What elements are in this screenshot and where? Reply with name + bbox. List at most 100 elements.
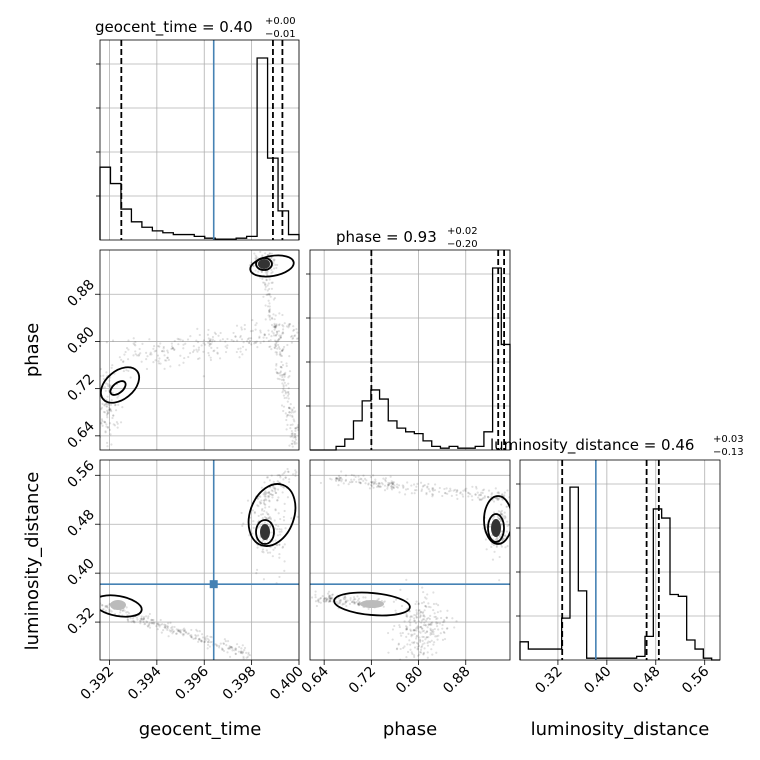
- sample-point: [286, 467, 289, 471]
- sample-point: [423, 621, 426, 624]
- sample-point: [131, 617, 135, 620]
- title-geocent-time-main: geocent_time = 0.40: [95, 18, 253, 37]
- sample-point: [206, 647, 209, 650]
- sample-point: [223, 638, 226, 641]
- sample-point: [273, 546, 277, 549]
- sample-point: [414, 614, 418, 617]
- sample-point: [200, 344, 203, 347]
- sample-point: [291, 336, 295, 339]
- sample-point: [102, 374, 105, 377]
- scatter-cloud: [100, 467, 299, 660]
- sample-point: [425, 636, 429, 639]
- sample-point: [270, 272, 273, 275]
- sample-point: [272, 486, 275, 489]
- hist-geocent-time-panel: [99, 39, 300, 241]
- sample-point: [282, 325, 285, 328]
- sample-point: [273, 339, 277, 342]
- sample-point: [262, 340, 265, 343]
- sample-point: [353, 602, 356, 605]
- sample-point: [226, 337, 229, 341]
- sample-point: [282, 478, 285, 481]
- sample-point: [290, 411, 293, 414]
- sample-point: [109, 408, 112, 411]
- sample-point: [358, 600, 361, 603]
- sample-point: [140, 618, 143, 621]
- sample-point: [178, 630, 181, 633]
- sample-point: [466, 491, 470, 494]
- sample-point: [104, 431, 107, 434]
- sample-point: [216, 351, 219, 354]
- sample-point: [107, 389, 110, 392]
- sample-point: [326, 592, 330, 595]
- sample-point: [259, 331, 262, 334]
- sample-point: [220, 647, 224, 650]
- sample-point: [171, 347, 174, 350]
- sample-point: [264, 283, 267, 286]
- sample-point: [267, 333, 271, 336]
- sample-point: [259, 495, 262, 498]
- sample-point: [409, 629, 412, 632]
- sample-point: [275, 331, 279, 334]
- sample-point: [334, 478, 337, 481]
- sample-point: [278, 353, 281, 356]
- sample-point: [339, 478, 342, 482]
- sample-point: [273, 325, 276, 329]
- sample-point: [288, 444, 291, 447]
- sample-point: [339, 599, 342, 602]
- sample-point: [481, 497, 485, 500]
- sample-point: [427, 488, 430, 491]
- ylabel-luminosity-distance: luminosity_distance: [22, 472, 43, 651]
- sample-point: [405, 627, 408, 630]
- sample-point: [496, 537, 499, 540]
- x-tick-label-phase: 0.80: [393, 664, 426, 697]
- sample-point: [294, 427, 297, 430]
- sample-point: [279, 370, 282, 373]
- sample-point: [138, 619, 142, 622]
- sample-point: [282, 394, 286, 397]
- sample-point: [292, 436, 295, 439]
- sample-point: [281, 485, 284, 488]
- sample-point: [290, 442, 293, 445]
- sample-point: [291, 473, 295, 476]
- sample-point: [456, 497, 459, 501]
- sample-point: [144, 622, 147, 625]
- sample-point: [391, 482, 394, 485]
- sample-point: [410, 633, 413, 636]
- sample-point: [140, 360, 143, 363]
- sample-point: [281, 348, 284, 352]
- sample-point: [501, 493, 504, 496]
- sample-point: [367, 483, 370, 486]
- sample-point: [265, 273, 268, 276]
- sample-point: [392, 600, 396, 603]
- sample-point: [286, 423, 289, 426]
- sample-point: [421, 627, 424, 630]
- sample-point: [284, 371, 287, 374]
- sample-point: [431, 488, 434, 491]
- sample-point: [179, 338, 182, 341]
- sample-point: [446, 609, 449, 612]
- sample-point: [270, 489, 273, 492]
- sample-point: [285, 396, 288, 399]
- sample-point: [288, 374, 291, 378]
- sample-point: [281, 391, 284, 394]
- sample-point: [297, 428, 299, 432]
- sample-point: [211, 340, 214, 343]
- sample-point: [500, 509, 504, 513]
- sample-point: [104, 604, 107, 608]
- sample-point: [227, 647, 230, 650]
- sample-point: [508, 496, 510, 499]
- sample-point: [370, 484, 374, 488]
- sample-point: [274, 351, 277, 354]
- sample-point: [369, 480, 372, 484]
- sample-point: [101, 402, 104, 405]
- sample-point: [481, 489, 484, 492]
- sample-point: [415, 609, 418, 612]
- sample-point: [105, 441, 109, 444]
- sample-point: [492, 511, 496, 514]
- sample-point: [217, 334, 220, 337]
- sample-point: [209, 338, 212, 341]
- sample-point: [110, 399, 113, 402]
- sample-point: [429, 623, 432, 626]
- sample-point: [226, 651, 229, 654]
- sample-point: [502, 537, 505, 541]
